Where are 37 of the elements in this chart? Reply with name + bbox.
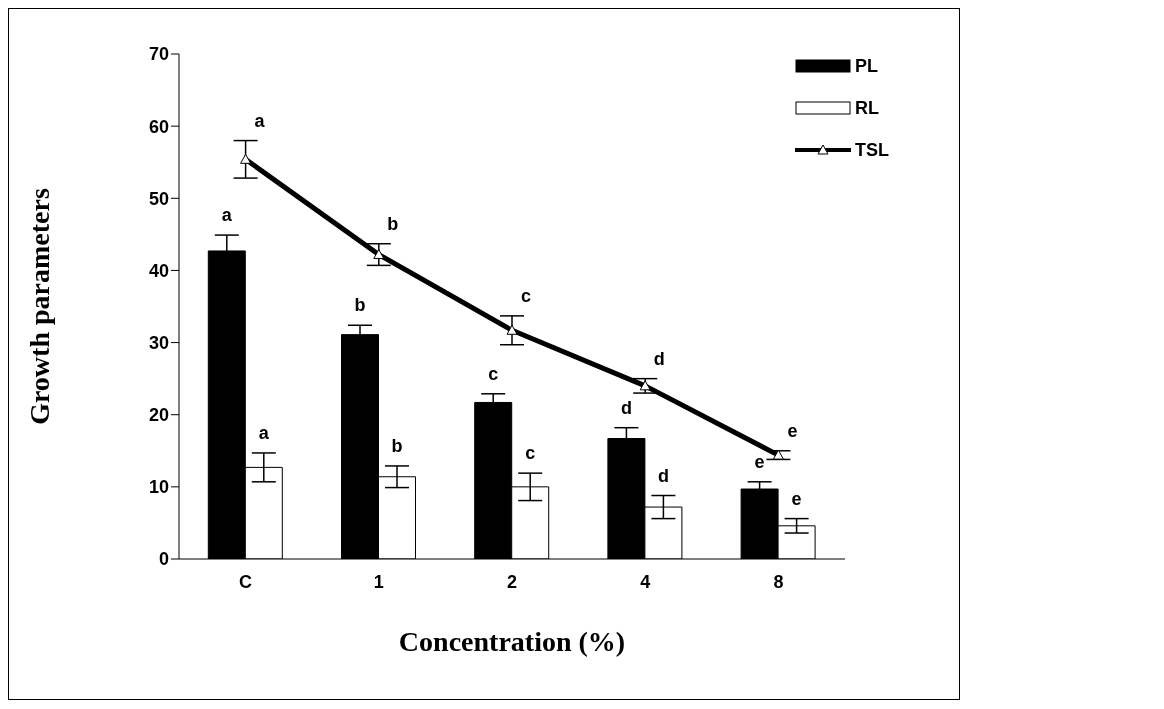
point bbox=[373, 249, 385, 260]
legend-label: PL bbox=[855, 55, 879, 77]
y-axis-title: Growth parameters bbox=[23, 188, 55, 425]
data-label: c bbox=[488, 363, 499, 384]
point bbox=[506, 324, 518, 335]
point bbox=[639, 380, 651, 391]
data-label: c bbox=[520, 285, 532, 306]
y-tick-label: 0 bbox=[158, 549, 169, 570]
data-label: e bbox=[787, 420, 798, 441]
data-label: a bbox=[221, 205, 233, 226]
data-label: e bbox=[791, 488, 802, 509]
data-label: a bbox=[254, 110, 266, 131]
data-label: d bbox=[657, 465, 669, 486]
x-tick-label: 1 bbox=[373, 571, 384, 592]
x-tick-label: 8 bbox=[773, 571, 784, 592]
y-tick-label: 40 bbox=[148, 260, 169, 281]
x-tick-label: 2 bbox=[506, 571, 518, 592]
data-label: b bbox=[354, 295, 366, 316]
data-label: c bbox=[525, 443, 536, 464]
y-tick-label: 50 bbox=[148, 188, 169, 209]
y-tick-label: 10 bbox=[148, 477, 169, 498]
y-tick-label: 20 bbox=[148, 405, 169, 426]
x-tick-label: C bbox=[239, 571, 253, 592]
x-axis-title: Concentration (%) bbox=[398, 626, 626, 657]
y-tick-label: 30 bbox=[148, 332, 169, 353]
data-label: b bbox=[391, 435, 403, 456]
data-label: a bbox=[258, 422, 270, 443]
legend-label: TSL bbox=[855, 139, 889, 161]
data-label: d bbox=[620, 397, 632, 418]
legend-label: RL bbox=[855, 97, 879, 119]
x-tick-label: 4 bbox=[640, 571, 651, 592]
data-label: b bbox=[387, 213, 399, 234]
y-tick-label: 60 bbox=[148, 116, 169, 137]
data-label: e bbox=[754, 451, 765, 472]
y-tick-label: 70 bbox=[148, 44, 169, 65]
point bbox=[240, 153, 252, 164]
data-label: d bbox=[653, 348, 665, 369]
